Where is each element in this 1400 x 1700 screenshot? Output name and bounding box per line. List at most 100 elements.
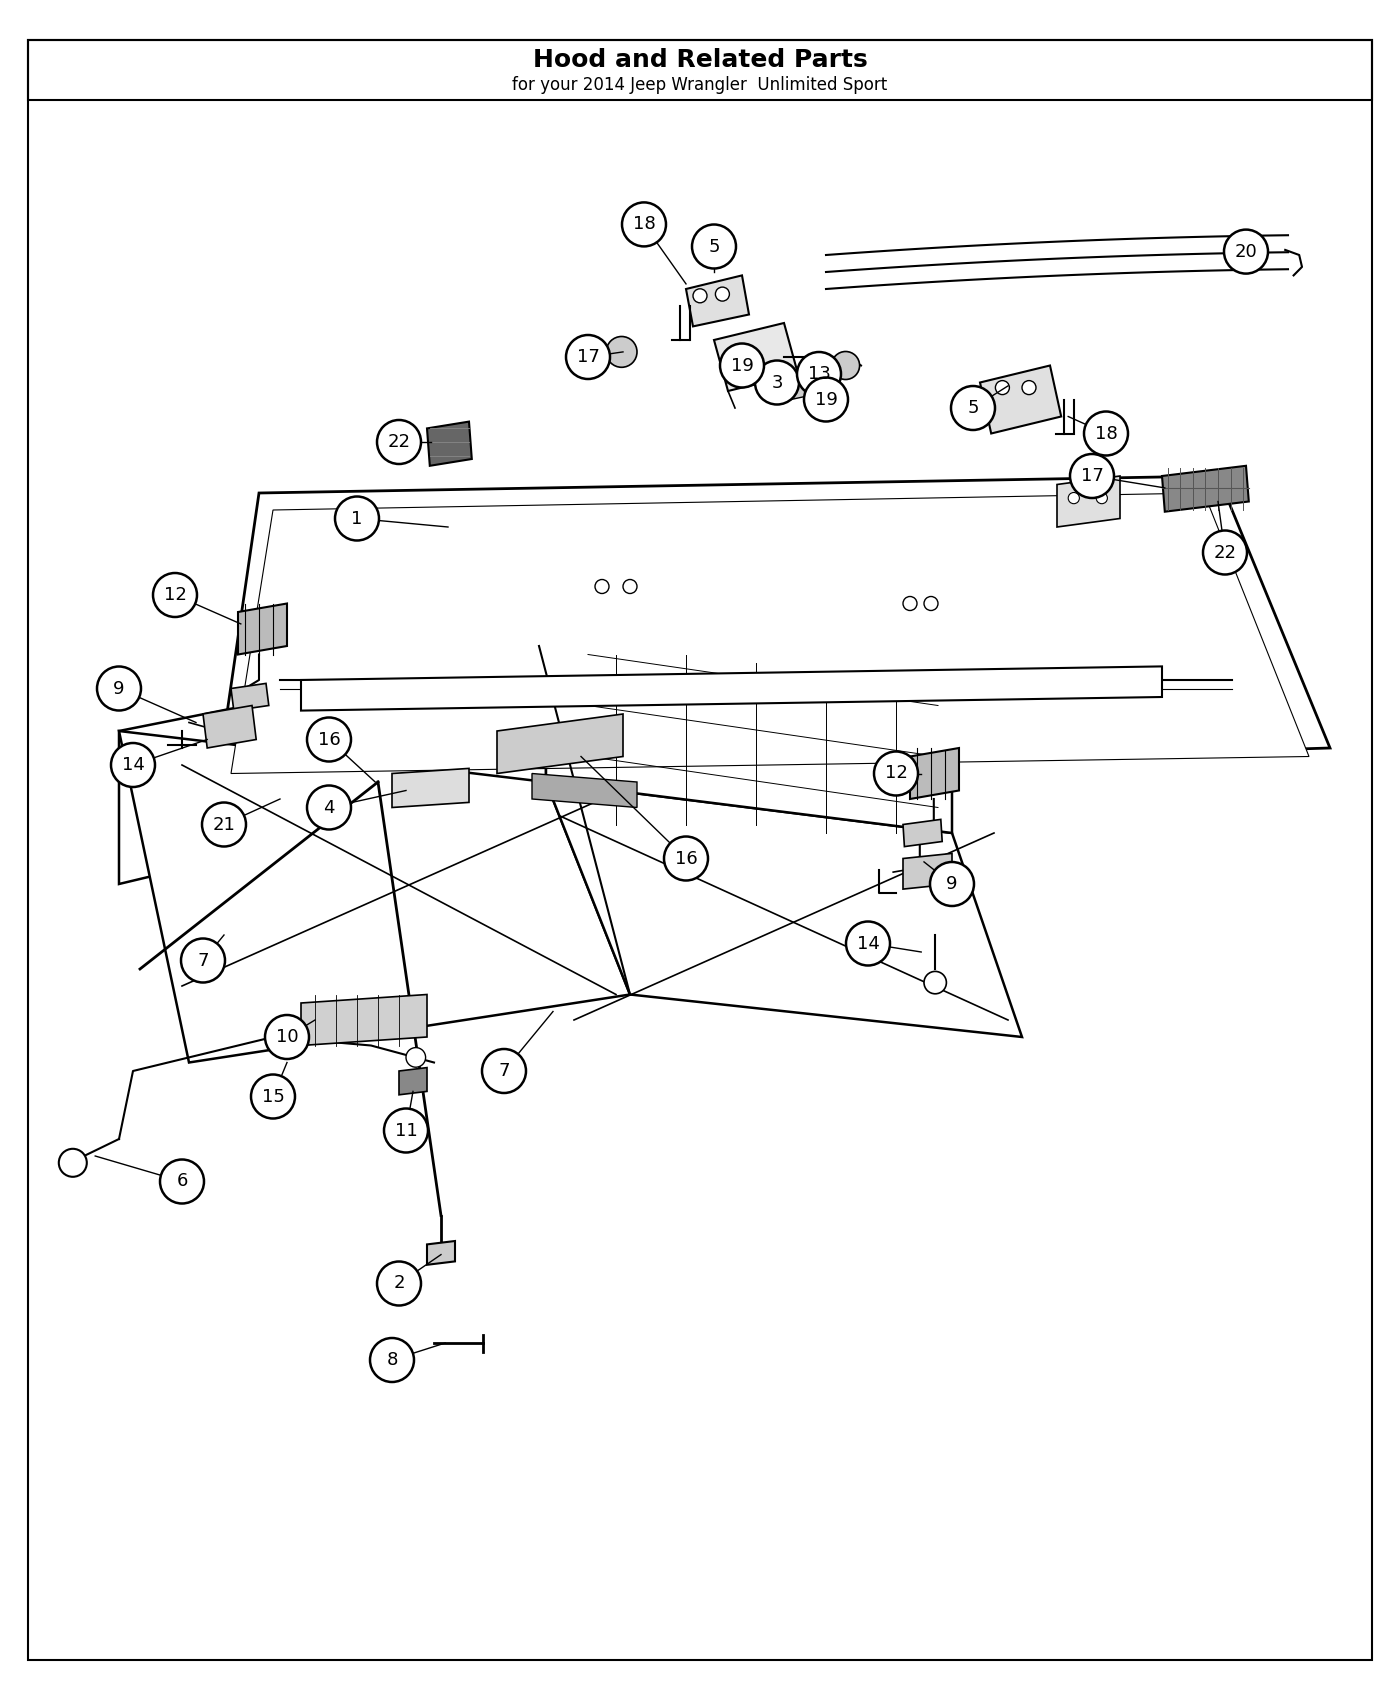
- Circle shape: [384, 1108, 428, 1153]
- Text: for your 2014 Jeep Wrangler  Unlimited Sport: for your 2014 Jeep Wrangler Unlimited Sp…: [512, 76, 888, 94]
- Circle shape: [1096, 493, 1107, 503]
- Polygon shape: [532, 774, 637, 807]
- Circle shape: [799, 376, 811, 386]
- Circle shape: [903, 597, 917, 610]
- Text: 22: 22: [1214, 544, 1236, 561]
- Text: 16: 16: [675, 850, 697, 867]
- Text: Hood and Related Parts: Hood and Related Parts: [532, 48, 868, 71]
- Circle shape: [1203, 530, 1247, 575]
- Text: 18: 18: [1095, 425, 1117, 442]
- Circle shape: [995, 381, 1009, 394]
- Polygon shape: [788, 369, 815, 399]
- Circle shape: [307, 717, 351, 762]
- Circle shape: [692, 224, 736, 269]
- Circle shape: [181, 938, 225, 983]
- Polygon shape: [119, 646, 546, 884]
- Polygon shape: [546, 782, 1022, 1037]
- Polygon shape: [427, 422, 472, 466]
- Text: 7: 7: [498, 1062, 510, 1080]
- Text: 3: 3: [771, 374, 783, 391]
- Circle shape: [307, 785, 351, 830]
- Text: 9: 9: [113, 680, 125, 697]
- Polygon shape: [1162, 466, 1249, 512]
- Polygon shape: [686, 275, 749, 326]
- Circle shape: [335, 496, 379, 541]
- Polygon shape: [301, 994, 427, 1046]
- Text: 4: 4: [323, 799, 335, 816]
- Polygon shape: [203, 706, 256, 748]
- Circle shape: [874, 751, 918, 796]
- Circle shape: [1084, 411, 1128, 456]
- Circle shape: [566, 335, 610, 379]
- Polygon shape: [546, 646, 952, 833]
- Circle shape: [370, 1338, 414, 1382]
- Circle shape: [846, 921, 890, 966]
- Circle shape: [924, 971, 946, 994]
- Text: 12: 12: [164, 586, 186, 604]
- Text: 19: 19: [815, 391, 837, 408]
- Polygon shape: [399, 1068, 427, 1095]
- Text: 19: 19: [731, 357, 753, 374]
- Text: 9: 9: [946, 876, 958, 892]
- Text: 8: 8: [386, 1352, 398, 1368]
- Text: 18: 18: [633, 216, 655, 233]
- Text: 2: 2: [393, 1275, 405, 1292]
- Circle shape: [202, 802, 246, 847]
- Text: 1: 1: [351, 510, 363, 527]
- Text: 14: 14: [857, 935, 879, 952]
- Text: 5: 5: [967, 400, 979, 416]
- Circle shape: [160, 1159, 204, 1204]
- Text: 10: 10: [276, 1028, 298, 1046]
- Circle shape: [111, 743, 155, 787]
- Circle shape: [97, 666, 141, 711]
- Polygon shape: [217, 476, 1330, 782]
- Text: 13: 13: [808, 366, 830, 382]
- Polygon shape: [1057, 476, 1120, 527]
- Circle shape: [1022, 381, 1036, 394]
- Circle shape: [153, 573, 197, 617]
- Circle shape: [1068, 493, 1079, 503]
- Circle shape: [790, 372, 801, 382]
- Circle shape: [715, 287, 729, 301]
- Text: 14: 14: [122, 756, 144, 774]
- Circle shape: [59, 1149, 87, 1176]
- Polygon shape: [427, 1241, 455, 1265]
- Text: 22: 22: [388, 434, 410, 450]
- Polygon shape: [119, 731, 630, 1062]
- Text: 16: 16: [318, 731, 340, 748]
- Circle shape: [664, 836, 708, 881]
- Text: 17: 17: [577, 348, 599, 366]
- Text: 17: 17: [1081, 468, 1103, 484]
- Circle shape: [406, 1047, 426, 1068]
- Circle shape: [251, 1074, 295, 1119]
- Polygon shape: [238, 604, 287, 654]
- Circle shape: [951, 386, 995, 430]
- Circle shape: [804, 377, 848, 422]
- Polygon shape: [392, 768, 469, 807]
- Circle shape: [832, 352, 860, 379]
- Text: 11: 11: [395, 1122, 417, 1139]
- Polygon shape: [714, 323, 798, 391]
- Polygon shape: [301, 666, 1162, 711]
- Circle shape: [930, 862, 974, 906]
- Polygon shape: [903, 853, 952, 889]
- Circle shape: [265, 1015, 309, 1059]
- Polygon shape: [903, 819, 942, 847]
- Circle shape: [606, 337, 637, 367]
- Circle shape: [622, 202, 666, 246]
- Circle shape: [797, 352, 841, 396]
- Polygon shape: [980, 366, 1061, 434]
- Polygon shape: [231, 493, 1309, 774]
- Text: 15: 15: [262, 1088, 284, 1105]
- Text: 7: 7: [197, 952, 209, 969]
- Circle shape: [720, 343, 764, 388]
- Circle shape: [924, 597, 938, 610]
- Text: 12: 12: [885, 765, 907, 782]
- Circle shape: [377, 420, 421, 464]
- Circle shape: [377, 1261, 421, 1306]
- Circle shape: [1224, 230, 1268, 274]
- Circle shape: [623, 580, 637, 593]
- Polygon shape: [231, 683, 269, 711]
- Text: 21: 21: [213, 816, 235, 833]
- Circle shape: [1070, 454, 1114, 498]
